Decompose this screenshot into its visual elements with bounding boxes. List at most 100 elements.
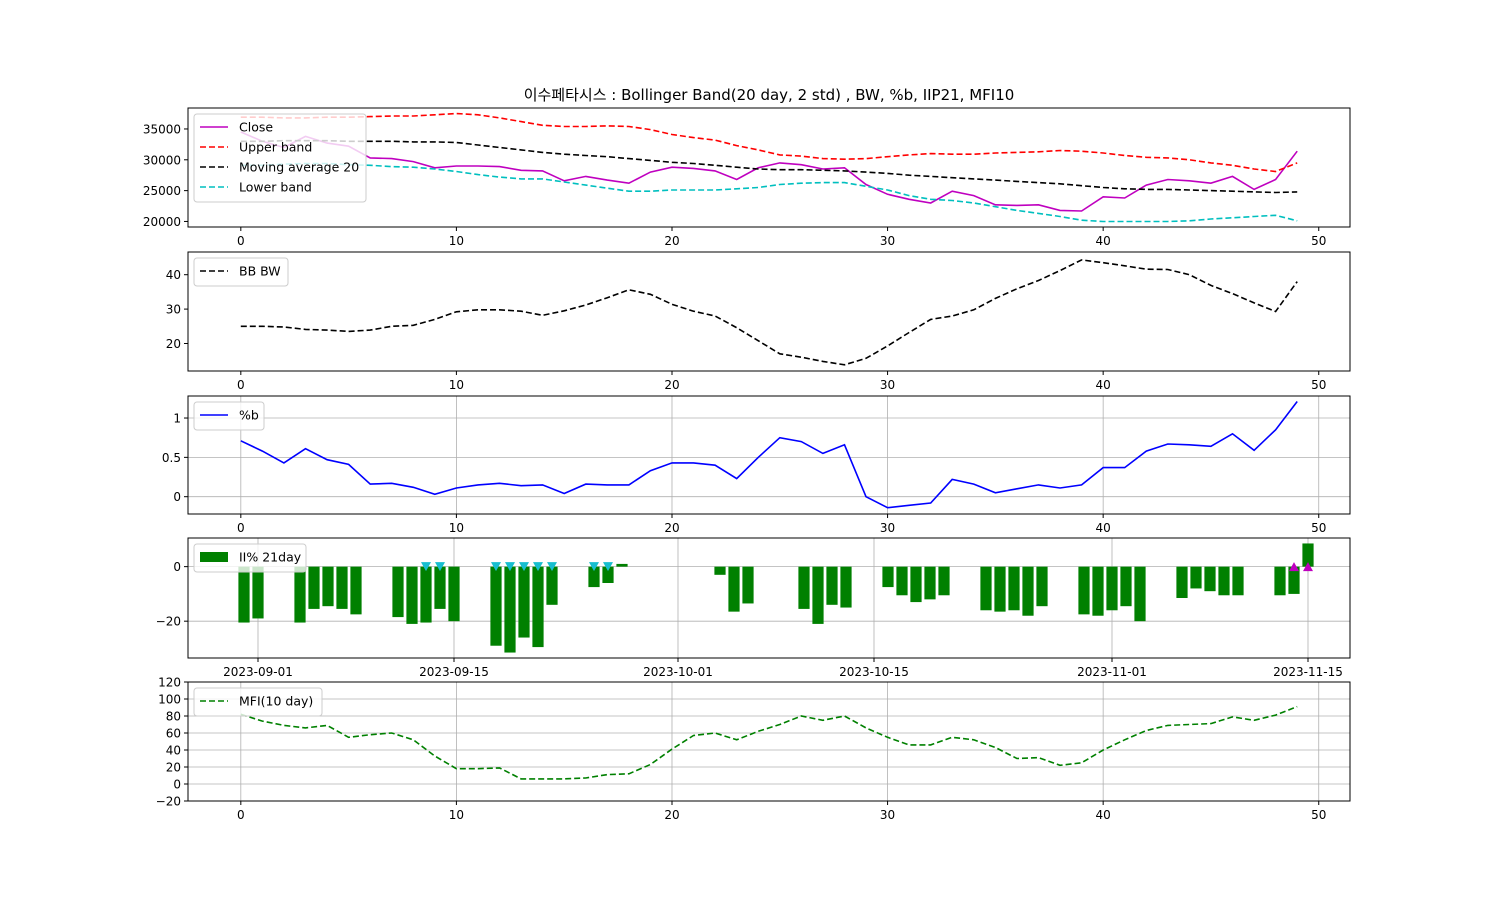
bar [742,566,754,604]
axes-frame [187,251,1351,372]
bar [434,566,446,609]
legend: II% 21day [193,543,307,573]
bar [1120,566,1132,607]
legend: BB BW [193,257,289,287]
bar [1176,566,1188,598]
bar [392,566,404,618]
series-line-moving-average-20 [240,139,1298,194]
x-tick-label: 40 [1096,378,1111,392]
panel-intraday_intensity: 2023-09-01 2023-09-15 2023-10-01 2023-10-15… [156,537,1351,679]
axes-frame [187,537,1351,659]
y-tick-label: 0 [173,560,181,574]
sell-signal-marker [589,562,599,572]
series-line-close [240,131,1298,212]
x-tick-label: 2023-10-15 [839,665,909,679]
x-tick-label: 2023-09-15 [419,665,489,679]
plot-area [240,112,1298,223]
bar [980,566,992,611]
x-tick-label: 2023-11-01 [1077,665,1147,679]
bar [1302,543,1314,567]
x-tick-label: 0 [237,378,245,392]
x-tick-label: 30 [880,808,895,822]
bar [504,566,516,653]
bar [616,563,628,567]
bar [1232,566,1244,596]
x-tick-label: 20 [664,234,679,248]
legend-box [193,257,289,287]
legend: MFI(10 day) [193,687,323,717]
sell-signal-marker [491,562,501,572]
x-tick-label: 50 [1311,808,1326,822]
y-tick-label: 0 [173,778,181,792]
legend-label: Lower band [239,180,312,195]
bar [588,566,600,588]
plot-area [240,259,1298,366]
series-line-bb-bw [240,259,1298,366]
bar [546,566,558,605]
figure-title: 이수페타시스 : Bollinger Band(20 day, 2 std) ,… [524,86,1015,104]
bar [896,566,908,596]
y-tick-label: 80 [166,710,181,724]
series-line-mfi-10-day- [240,705,1298,780]
x-tick-label: 10 [449,521,464,535]
x-tick-label: 10 [449,378,464,392]
bar [1106,566,1118,611]
y-tick-label: 1 [173,412,181,426]
x-tick-label: 40 [1096,521,1111,535]
bar [1022,566,1034,616]
panel-mfi: 0 10 20 30 40 50 −20 0 20 40 60 80 100 120 MFI(10 day) [156,676,1351,822]
legend-label: Close [239,120,273,135]
bar [910,566,922,603]
x-tick-label: 40 [1096,234,1111,248]
plot-area [240,705,1298,780]
legend-label: BB BW [239,264,281,279]
x-tick-label: 50 [1311,521,1326,535]
sell-signal-marker [421,562,431,572]
sell-signal-marker [533,562,543,572]
bar [812,566,824,624]
bar [826,566,838,605]
bar [308,566,320,609]
bar [1274,566,1286,596]
bar [1092,566,1104,616]
sell-signal-marker [505,562,515,572]
panel-percent_b: 0 10 20 30 40 50 0 0.5 1 %b [162,395,1351,535]
y-tick-label: 35000 [143,122,181,136]
axes-frame [187,395,1351,515]
bar [1008,566,1020,611]
y-tick-label: 20000 [143,215,181,229]
bar [1190,566,1202,589]
bar [728,566,740,612]
bar [518,566,530,638]
x-tick-label: 20 [664,378,679,392]
legend-box [193,543,307,573]
bar [994,566,1006,612]
y-tick-label: 20 [166,337,181,351]
x-tick-label: 30 [880,378,895,392]
legend: Close Upper band Moving average 20 Lower ba… [193,113,367,203]
x-tick-label: 0 [237,808,245,822]
legend-box [193,401,265,431]
series-line--b [240,401,1298,509]
bar [336,566,348,609]
bar [294,566,306,623]
bar [406,566,418,624]
y-tick-label: 120 [158,676,181,690]
bar [1204,566,1216,592]
bar [714,566,726,575]
x-tick-label: 20 [664,521,679,535]
panel-price: 0 10 20 30 40 50 20000 25000 30000 35000 Close Uppe… [143,107,1351,248]
bar [238,566,250,623]
x-tick-label: 50 [1311,378,1326,392]
bar [1036,566,1048,607]
legend-box [193,113,367,203]
legend-label: %b [239,408,259,423]
bar [924,566,936,600]
x-tick-label: 2023-10-01 [643,665,713,679]
bar [1078,566,1090,615]
plot-area [240,401,1298,509]
x-tick-label: 10 [449,234,464,248]
y-tick-label: 40 [166,744,181,758]
sell-signal-marker [547,562,557,572]
